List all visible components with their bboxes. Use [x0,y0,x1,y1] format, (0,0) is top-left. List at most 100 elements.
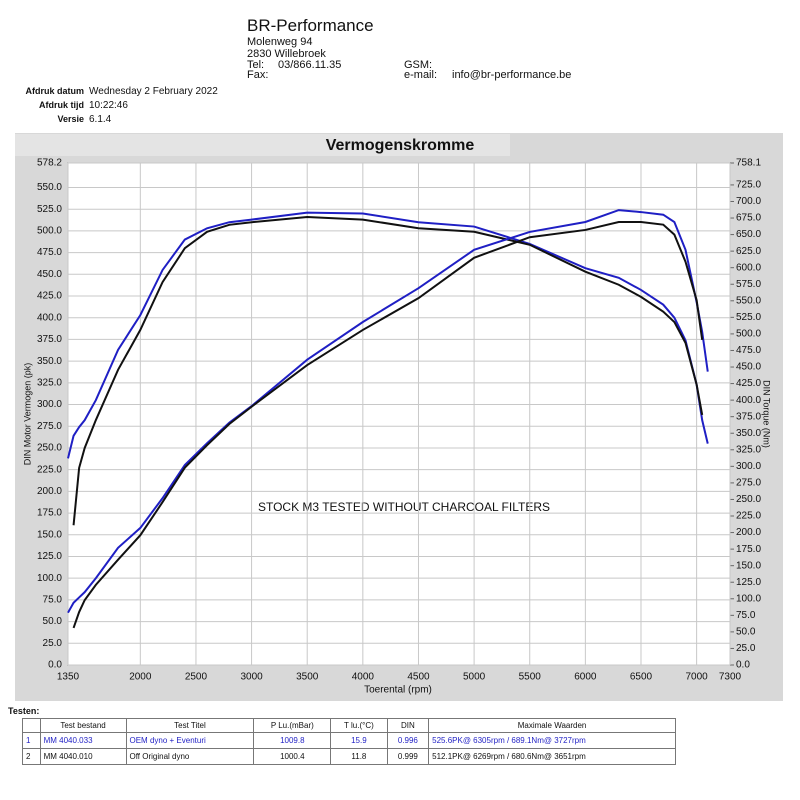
table-cell: 11.8 [330,748,388,765]
header-cell: Test bestand [39,718,127,733]
header-row: Test bestand Test Titel P Lu.(mBar) T lu.(°… [22,718,676,733]
tel: 03/866.11.35 [278,59,342,71]
y2-tick-label: 675.0 [736,213,761,224]
y2-tick-label: 50.0 [736,627,756,638]
y2-tick-label: 100.0 [736,593,761,604]
x-tick-label: 5500 [519,672,542,683]
table-cell: 0.996 [386,732,430,749]
table-cell: OEM dyno + Eventuri [125,732,255,749]
header-cell: Maximale Waarden [428,718,676,733]
chart: Vermogenskromme Toerental (rpm) DIN Moto… [15,133,783,701]
table-cell: 1000.4 [253,748,332,765]
table-cell: 15.9 [330,732,388,749]
x-axis-label: Toerental (rpm) [364,685,432,696]
y-tick-label: 425.0 [37,291,62,302]
x-tick-label: 3500 [296,672,319,683]
y2-tick-label: 575.0 [736,279,761,290]
table-cell: 2 [22,748,41,765]
y-tick-label: 100.0 [37,573,62,584]
y2-tick-label: 525.0 [736,312,761,323]
y2-tick-label: 725.0 [736,180,761,191]
x-tick-label: 6500 [630,672,653,683]
y-tick-label: 400.0 [37,312,62,323]
y-tick-label: 25.0 [43,638,63,649]
y-tick-label: 450.0 [37,269,62,280]
info-label: Afdruk datum [25,86,85,96]
header-cell: P Lu.(mBar) [253,718,332,733]
y-tick-label: 75.0 [43,595,63,606]
y2-tick-label: 475.0 [736,345,761,356]
y-tick-label: 525.0 [37,204,62,215]
info-value: Wednesday 2 February 2022 [89,86,218,97]
y2-tick-label: 175.0 [736,544,761,555]
table-cell: MM 4040.010 [39,748,127,765]
y-tick-label: 175.0 [37,508,62,519]
x-tick-label: 4000 [352,672,375,683]
y2-tick-label: 600.0 [736,262,761,273]
header-cell: Test Titel [125,718,255,733]
y2-tick-label: 700.0 [736,196,761,207]
header-cell: DIN [386,718,430,733]
y2-tick-label: 650.0 [736,229,761,240]
street: Molenweg 94 [247,36,313,48]
fax-label: Fax: [247,69,269,81]
y2-tick-label: 758.1 [736,158,761,169]
header-cell [22,718,41,733]
table-cell: 512.1PK@ 6269rpm / 680.6Nm@ 3651rpm [428,748,676,765]
chart-title: Vermogenskromme [326,137,475,154]
y-tick-label: 200.0 [37,486,62,497]
y2-tick-label: 250.0 [736,494,761,505]
curve [67,209,709,614]
y-tick-label: 325.0 [37,377,62,388]
y2-tick-label: 75.0 [736,610,756,621]
x-tick-label: 5000 [463,672,486,683]
email: info@br-performance.be [452,69,572,81]
table-row: 2 MM 4040.010 Off Original dyno 1000.4 11.8 0… [22,748,676,765]
info-label: Afdruk tijd [39,100,84,110]
table-cell: 1009.8 [253,732,332,749]
table-cell: 1 [22,732,41,749]
title-band [15,134,510,156]
results-table: Test bestand Test Titel P Lu.(mBar) T lu.(°… [22,718,676,765]
y2-tick-label: 200.0 [736,527,761,538]
y-tick-label: 125.0 [37,551,62,562]
y2-tick-label: 350.0 [736,428,761,439]
curve [72,216,704,526]
y2-tick-label: 500.0 [736,329,761,340]
tel-label: Tel: [247,59,265,71]
y2-axis-label: DIN Torque (Nm) [762,380,772,448]
y-tick-label: 225.0 [37,464,62,475]
info-value: 10:22:46 [89,100,128,111]
x-tick-label: 1350 [57,672,80,683]
y-tick-label: 150.0 [37,529,62,540]
plot-area [67,162,731,666]
y2-tick-label: 300.0 [736,461,761,472]
y2-tick-label: 325.0 [736,444,761,455]
header-cell: T lu.(°C) [330,718,388,733]
y-tick-label: 375.0 [37,334,62,345]
y-tick-label: 50.0 [43,616,63,627]
x-tick-label: 4500 [407,672,430,683]
city: 2830 Willebroek [247,48,326,60]
y2-tick-label: 375.0 [736,411,761,422]
gsm-label: GSM: [404,59,433,71]
table-cell: MM 4040.033 [39,732,127,749]
y2-tick-label: 550.0 [736,295,761,306]
y2-tick-label: 450.0 [736,362,761,373]
y-tick-label: 475.0 [37,247,62,258]
y-tick-label: 550.0 [37,182,62,193]
y2-tick-label: 275.0 [736,478,761,489]
table-row: 1 MM 4040.033 OEM dyno + Eventuri 1009.8 15.… [22,732,676,749]
y2-tick-label: 225.0 [736,511,761,522]
x-tick-label: 6000 [574,672,597,683]
info-label: Versie [57,114,84,124]
info-value: 6.1.4 [89,114,112,125]
company: BR-Performance [247,16,374,35]
y-tick-label: 300.0 [37,399,62,410]
curve [72,221,704,629]
y2-tick-label: 400.0 [736,395,761,406]
y-tick-label: 0.0 [48,660,62,671]
y2-tick-label: 150.0 [736,560,761,571]
table-cell: Off Original dyno [125,748,255,765]
